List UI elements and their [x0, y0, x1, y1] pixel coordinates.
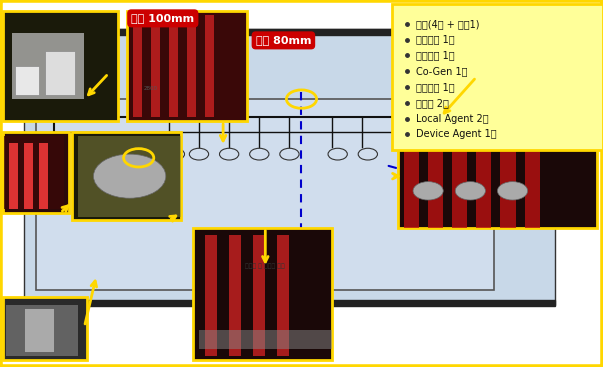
FancyBboxPatch shape	[127, 11, 247, 121]
Text: 고온 100mm: 고온 100mm	[131, 13, 194, 23]
FancyBboxPatch shape	[3, 297, 87, 360]
Bar	[452, 128, 467, 228]
Bar	[199, 330, 332, 349]
Text: 유량계 2대: 유량계 2대	[416, 98, 449, 108]
Bar	[205, 235, 217, 356]
Bar	[78, 136, 181, 217]
FancyBboxPatch shape	[476, 11, 597, 121]
Bar	[9, 143, 18, 209]
FancyBboxPatch shape	[193, 228, 332, 360]
Circle shape	[413, 182, 443, 200]
Bar	[169, 15, 178, 117]
FancyBboxPatch shape	[392, 4, 603, 150]
Text: 2800: 2800	[144, 86, 158, 91]
Bar	[494, 29, 525, 103]
Text: Local Agent 2대: Local Agent 2대	[416, 113, 488, 124]
Text: 펌프(4대 + 예비1): 펌프(4대 + 예비1)	[416, 19, 479, 29]
Bar	[476, 92, 597, 121]
Bar	[24, 143, 33, 209]
Bar	[404, 81, 494, 161]
Text: Co-Gen 1대: Co-Gen 1대	[416, 66, 467, 76]
Text: 수축맹조 1대: 수축맹조 1대	[416, 50, 455, 61]
Bar	[543, 37, 567, 110]
FancyBboxPatch shape	[3, 132, 69, 213]
FancyBboxPatch shape	[72, 132, 181, 220]
Bar	[500, 128, 516, 228]
Bar	[15, 66, 39, 95]
Bar	[187, 15, 196, 117]
FancyBboxPatch shape	[3, 11, 118, 121]
Bar	[229, 235, 241, 356]
Bar	[24, 308, 54, 352]
Bar	[133, 15, 142, 117]
Bar	[428, 128, 443, 228]
Text: 고온 80mm: 고온 80mm	[256, 35, 311, 46]
Bar	[476, 128, 491, 228]
Bar	[277, 235, 289, 356]
Bar	[404, 128, 419, 228]
Bar	[6, 305, 78, 356]
Circle shape	[455, 182, 485, 200]
Bar	[12, 33, 84, 99]
Text: 진도기 및 유량계 실치: 진도기 및 유량계 실치	[245, 263, 285, 269]
Bar	[24, 300, 555, 306]
Bar	[39, 143, 48, 209]
Bar	[36, 99, 494, 290]
Bar	[253, 235, 265, 356]
Text: 카스미터 1대: 카스미터 1대	[416, 82, 455, 92]
Bar	[205, 15, 214, 117]
Text: 열교환기 1대: 열교환기 1대	[416, 34, 455, 45]
Bar	[45, 51, 75, 95]
Bar	[24, 29, 555, 35]
Bar	[151, 15, 160, 117]
Circle shape	[497, 182, 528, 200]
FancyBboxPatch shape	[398, 125, 597, 228]
Bar	[4, 136, 64, 209]
FancyBboxPatch shape	[24, 29, 555, 305]
Bar	[525, 128, 540, 228]
Text: Device Agent 1대: Device Agent 1대	[416, 129, 497, 139]
Ellipse shape	[93, 154, 166, 198]
